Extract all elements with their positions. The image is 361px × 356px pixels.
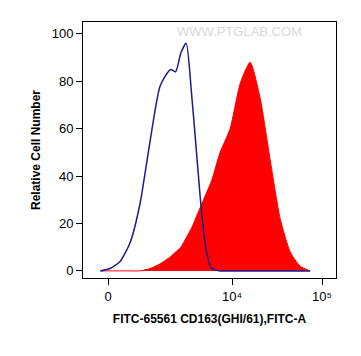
svg-text:80: 80 — [59, 74, 73, 89]
svg-text:10⁵: 10⁵ — [312, 289, 332, 304]
svg-text:100: 100 — [52, 26, 74, 41]
svg-text:40: 40 — [59, 169, 73, 184]
svg-text:60: 60 — [59, 121, 73, 136]
svg-text:20: 20 — [59, 216, 73, 231]
svg-text:FITC-65561 CD163(GHI/61),FITC-: FITC-65561 CD163(GHI/61),FITC-A — [113, 312, 307, 326]
svg-text:0: 0 — [105, 289, 112, 304]
svg-text:0: 0 — [66, 263, 73, 278]
svg-text:10⁴: 10⁴ — [222, 289, 242, 304]
svg-text:WWW.PTGLAB.COM: WWW.PTGLAB.COM — [177, 24, 302, 39]
svg-text:Relative Cell Number: Relative Cell Number — [29, 90, 43, 210]
